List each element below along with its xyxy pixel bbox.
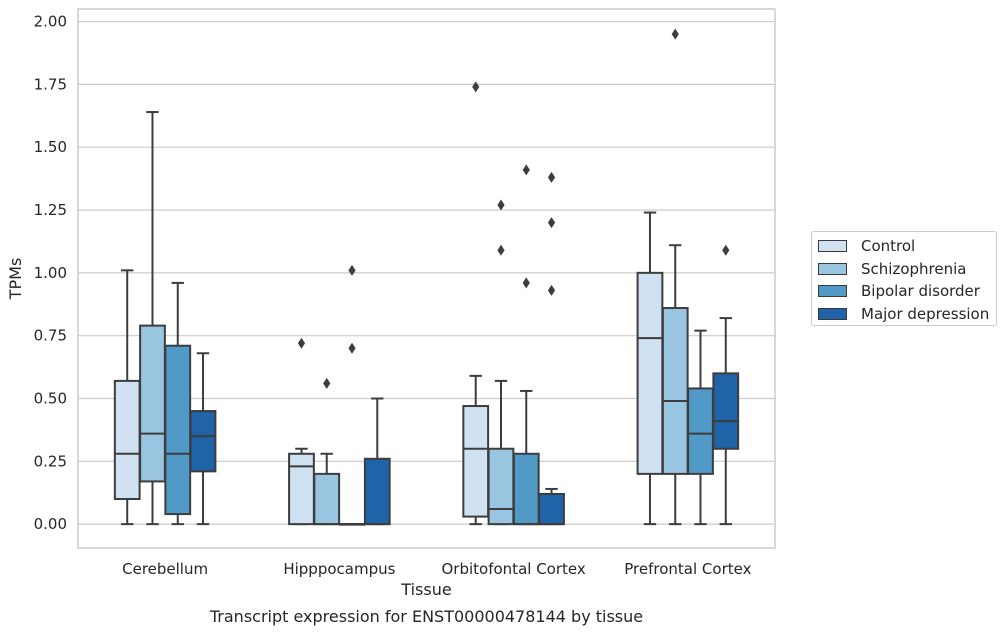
y-tick-label: 1.75 [34, 75, 67, 93]
legend-label-major-depression: Major depression [861, 304, 990, 323]
legend-label-schizophrenia: Schizophrenia [861, 259, 967, 278]
x-axis-label: Tissue [400, 580, 451, 599]
box-control-orbitofontal-cortex [462, 81, 490, 526]
legend-swatch-bipolar-disorder [818, 285, 847, 298]
outlier-point [671, 28, 679, 40]
box-bipolar-disorder-prefrontal-cortex [687, 329, 714, 526]
outlier-point [348, 342, 356, 354]
y-tick-label: 2.00 [34, 13, 67, 31]
outlier-point [323, 377, 331, 389]
y-tick-label: 1.25 [34, 201, 67, 219]
box-body [661, 307, 689, 475]
x-tick-label: Cerebellum [122, 560, 208, 578]
box-control-hipppocampus [288, 337, 315, 526]
legend-item-bipolar-disorder: Bipolar disorder [812, 280, 996, 303]
outlier-point [348, 264, 356, 276]
outlier-point [472, 81, 480, 93]
box-body [313, 472, 341, 526]
x-tick-label: Hipppocampus [283, 560, 395, 578]
legend: Control Schizophrenia Bipolar disorder M… [811, 231, 997, 326]
y-tick-label: 1.00 [34, 264, 67, 282]
box-body [139, 324, 166, 483]
outlier-point [297, 337, 306, 349]
box-major-depression-cerebellum [189, 352, 217, 526]
box-body [487, 447, 515, 526]
chart-title: Transcript expression for ENST0000047814… [209, 607, 643, 626]
box-body [363, 457, 391, 526]
box-body [113, 379, 141, 500]
legend-item-major-depression: Major depression [812, 303, 996, 326]
outlier-point [497, 244, 505, 256]
plot-frame [77, 8, 776, 549]
outlier-point [522, 277, 530, 289]
box-body [636, 271, 664, 475]
outlier-point [722, 244, 730, 256]
x-tick-label: Orbitofontal Cortex [442, 560, 586, 578]
y-tick-label: 0.00 [34, 515, 67, 533]
box-bipolar-disorder-cerebellum [164, 281, 192, 526]
box-bipolar-disorder-orbitofontal-cortex [512, 164, 540, 526]
box-body [538, 492, 565, 526]
box-body [687, 387, 714, 475]
y-axis-label: TPMs [6, 258, 25, 301]
outlier-point [547, 171, 556, 183]
outlier-point [547, 217, 556, 229]
y-tick-label: 0.50 [34, 389, 67, 407]
box-control-cerebellum [113, 269, 141, 526]
box-body [512, 452, 540, 526]
outlier-point [497, 199, 505, 211]
box-bipolar-disorder-hipppocampus [338, 264, 366, 526]
legend-swatch-control [818, 240, 847, 253]
legend-swatch-schizophrenia [818, 262, 847, 275]
box-body [164, 344, 192, 516]
x-tick-label: Prefrontal Cortex [624, 560, 751, 578]
box-body [462, 405, 490, 518]
box-body [712, 372, 740, 450]
outlier-point [547, 284, 556, 296]
box-schizophrenia-cerebellum [139, 111, 166, 526]
box-body [288, 452, 315, 526]
outlier-point [522, 164, 530, 176]
box-schizophrenia-prefrontal-cortex [661, 28, 689, 526]
legend-item-control: Control [812, 235, 996, 258]
legend-label-bipolar-disorder: Bipolar disorder [861, 282, 980, 301]
box-schizophrenia-orbitofontal-cortex [487, 199, 515, 526]
box-schizophrenia-hipppocampus [313, 377, 341, 526]
box-control-prefrontal-cortex [636, 211, 664, 526]
y-tick-label: 0.75 [34, 327, 67, 345]
y-tick-label: 0.25 [34, 452, 67, 470]
box-major-depression-orbitofontal-cortex [538, 171, 565, 526]
box-major-depression-prefrontal-cortex [712, 244, 740, 526]
legend-swatch-major-depression [818, 307, 847, 320]
box-body [189, 410, 217, 473]
box-major-depression-hipppocampus [363, 397, 391, 526]
y-tick-label: 1.50 [34, 138, 67, 156]
legend-item-schizophrenia: Schizophrenia [812, 258, 996, 281]
legend-label-control: Control [861, 237, 916, 256]
